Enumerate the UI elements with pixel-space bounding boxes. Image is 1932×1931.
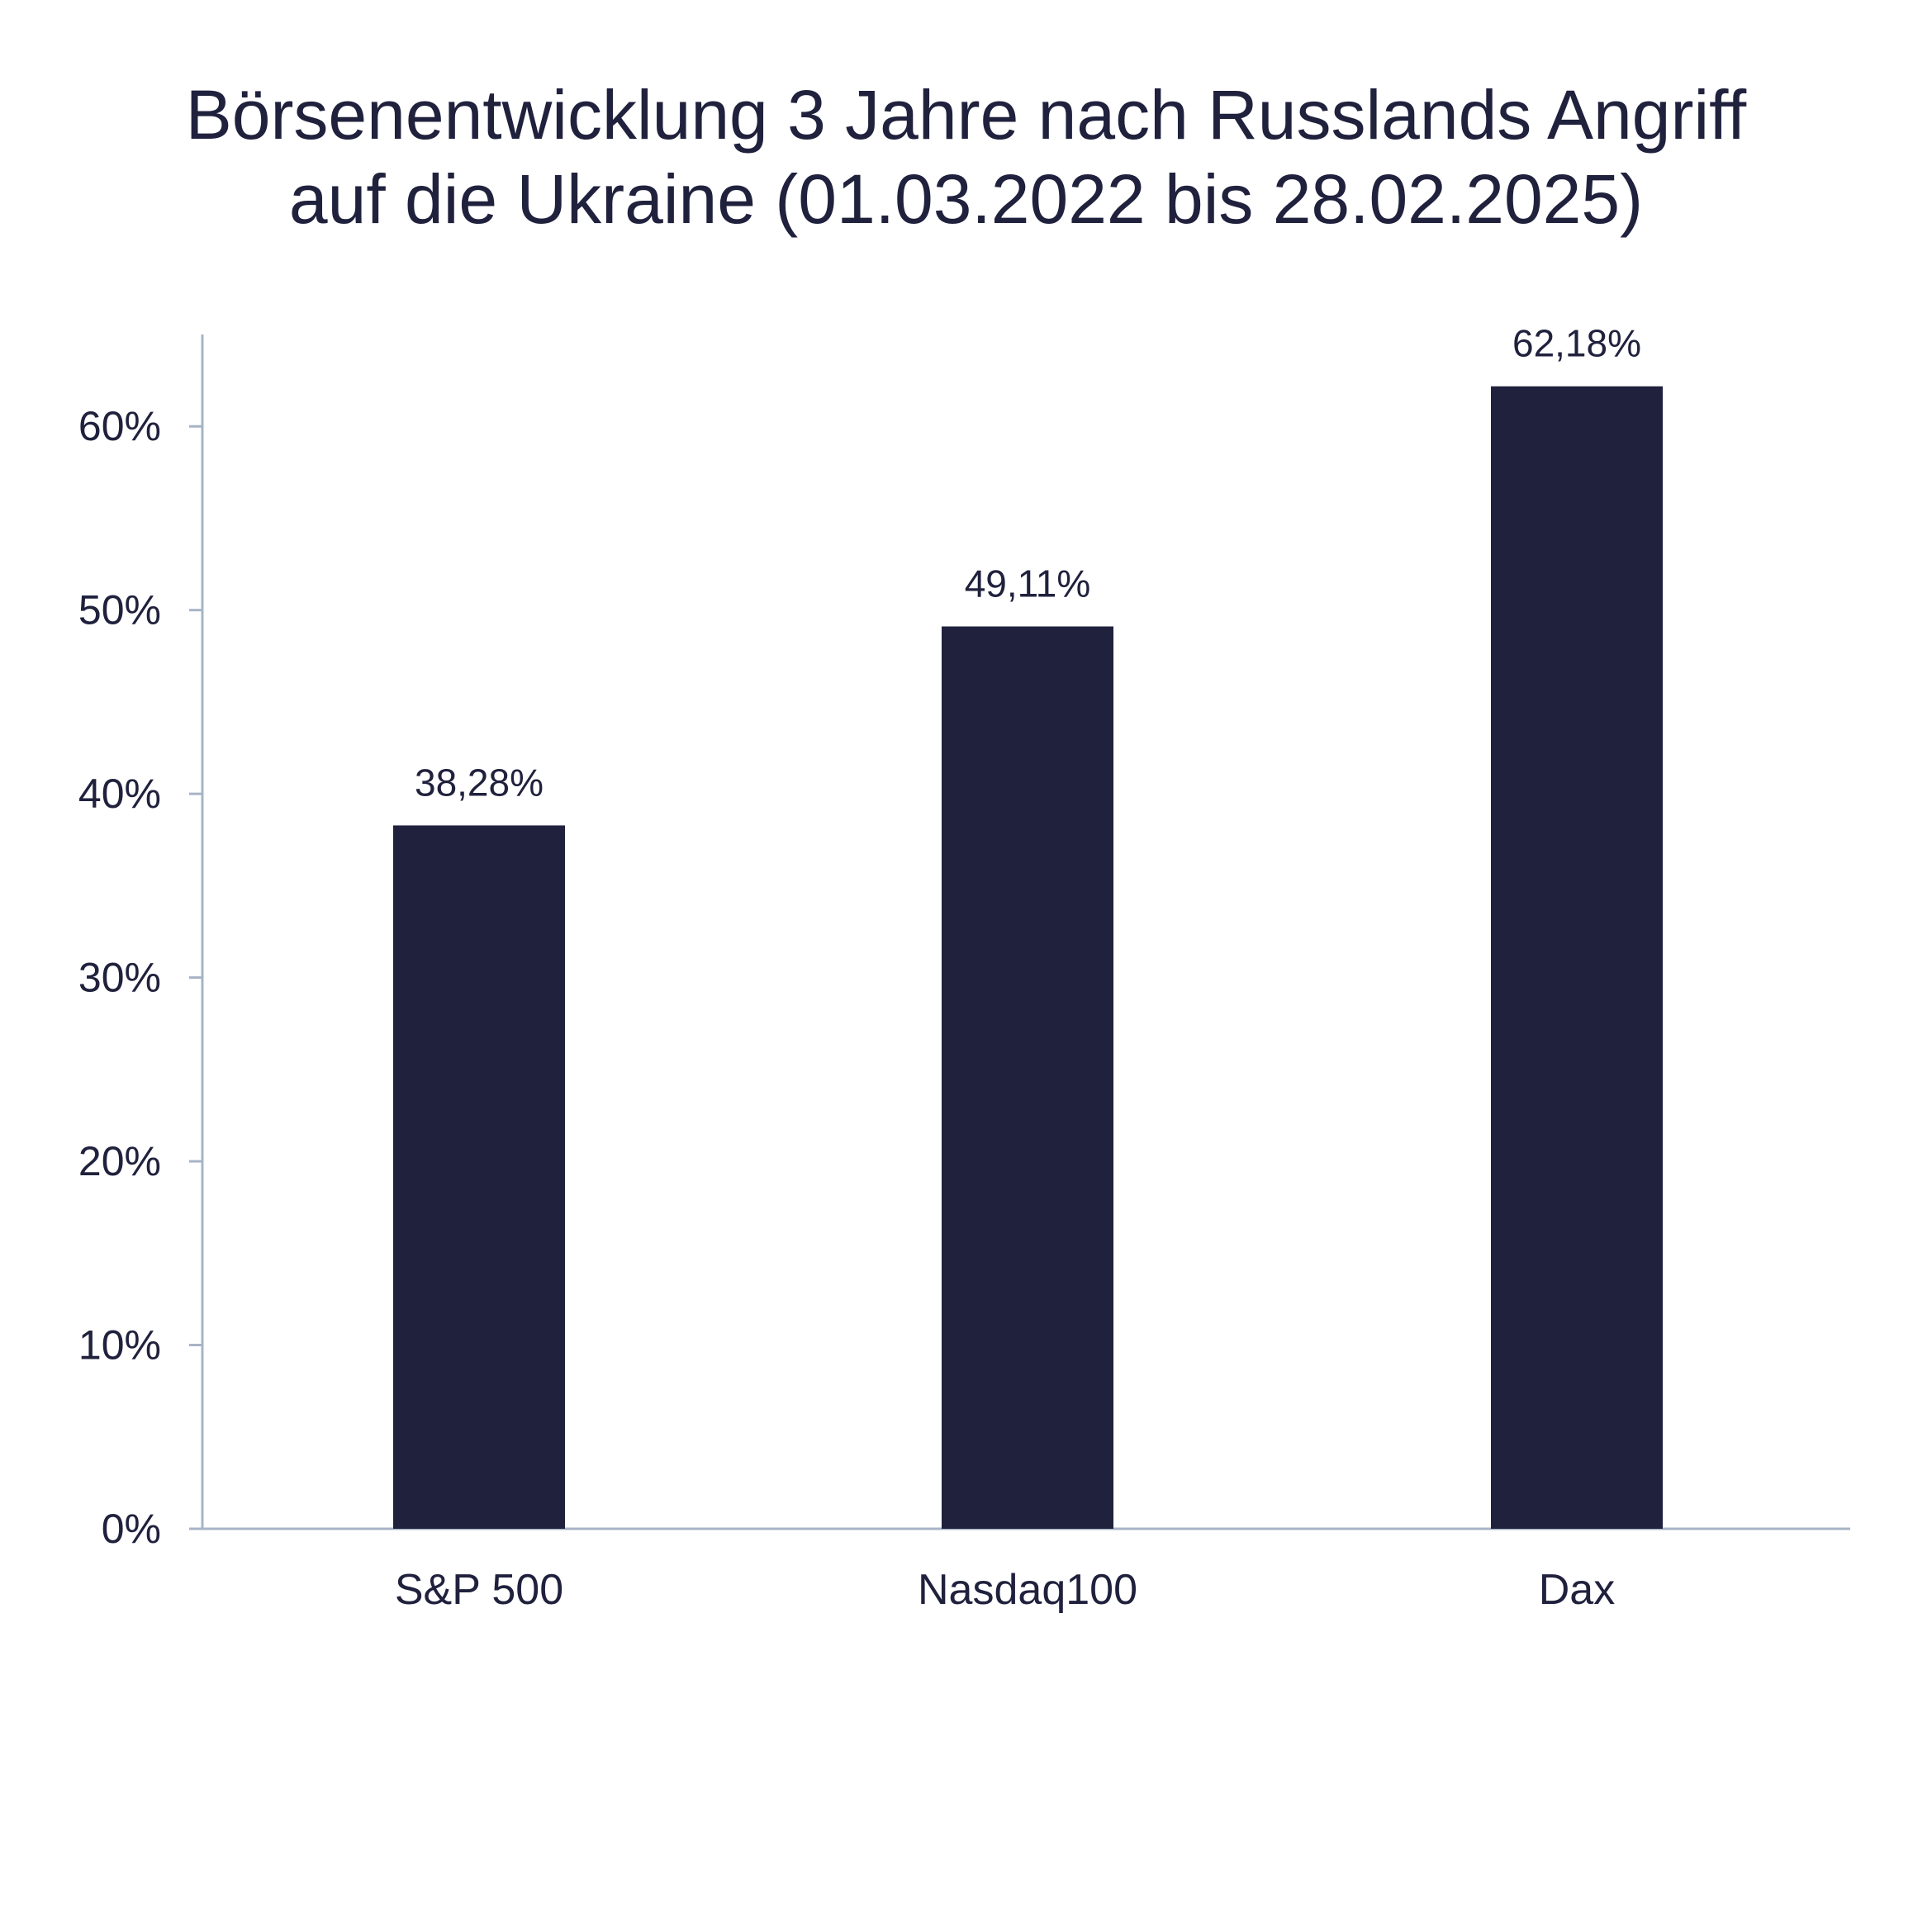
y-tick-label: 60% [78,403,161,449]
y-tick-label: 10% [78,1322,161,1369]
bar-value-label: 62,18% [1512,322,1641,365]
y-tick-label: 50% [78,587,161,633]
chart-title-line-2: auf die Ukraine (01.03.2022 bis 28.02.20… [288,160,1644,238]
x-axis: S&P 500 Nasdaq100 Dax [189,1527,1850,1614]
bar [1491,386,1663,1530]
data-labels: 38,28% 49,11% 62,18% [415,322,1641,804]
y-tick-label: 30% [78,955,161,1001]
x-category-label: Nasdaq100 [918,1566,1137,1614]
y-tick-label: 0% [102,1506,161,1552]
bars [393,386,1663,1530]
bar [942,626,1113,1529]
x-category-label: S&P 500 [395,1566,563,1614]
bar-value-label: 38,28% [415,761,544,804]
bar [393,825,565,1529]
chart-title: Börsenentwicklung 3 Jahre nach Russlands… [0,73,1932,241]
y-tick-label: 40% [78,771,161,817]
y-axis: 0% 10% 20% 30% 40% 50% 60% [78,334,204,1552]
x-category-label: Dax [1539,1566,1615,1614]
chart-title-line-1: Börsenentwicklung 3 Jahre nach Russlands… [185,76,1747,154]
y-tick-label: 20% [78,1138,161,1184]
bar-value-label: 49,11% [965,562,1091,605]
